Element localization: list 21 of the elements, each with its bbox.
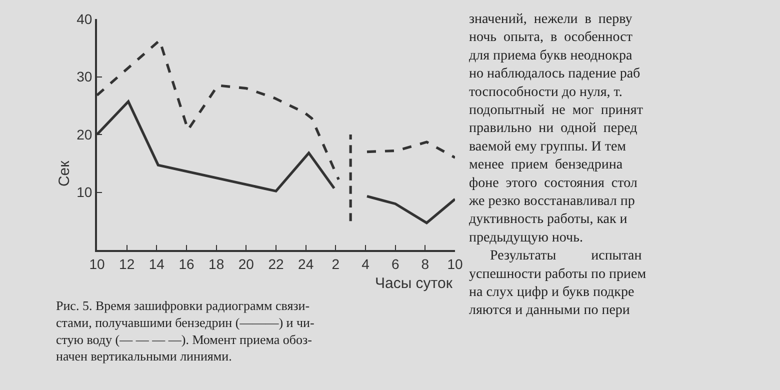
text: значений, нежели в перву ночь опыта, в особенност для приема букв неоднокра но наблюдалось падение раб тоспособности до нуля, т. подопытный не мог принят правильно ни одной перед ваемой ему группы. И тем менее прием бензедрина фоне этого состояния стол же резко восстанавливал пр дуктивность работы, как и предыдущую ночь. Результаты испытан успешности работы по прием на слух цифр и букв подкре ляются и данными по пери xyxy=(469,12,646,318)
x-tick-label: 8 xyxy=(421,256,430,272)
x-tick-label: 12 xyxy=(119,256,135,272)
x-tick-label: 10 xyxy=(89,256,105,272)
x-tick-label: 6 xyxy=(391,256,400,272)
y-tick-label: 30 xyxy=(76,68,92,85)
x-tick-label: 4 xyxy=(362,256,370,272)
x-tick-label: 24 xyxy=(298,256,314,272)
y-tick-label: 10 xyxy=(76,184,92,200)
x-tick-label: 16 xyxy=(178,256,194,272)
x-tick-label: 14 xyxy=(148,256,165,272)
x-tick-label: 2 xyxy=(332,256,340,272)
y-axis-title: Сек xyxy=(56,160,74,187)
x-tick-label: 20 xyxy=(238,256,254,272)
y-tick-label: 40 xyxy=(76,10,92,27)
y-tick-label: 20 xyxy=(76,126,92,142)
x-axis-title: Часы суток xyxy=(375,275,453,292)
text: Рис. 5. Время зашифровки радиограмм связи- стами, получавшими бензедрин (———) и чи- стую воду (— — — —). Момент приема обоз- начен вертикальными линиями. xyxy=(56,298,314,364)
x-tick-label: 22 xyxy=(268,256,284,272)
x-tick-label: 10 xyxy=(447,256,463,272)
x-tick-label: 18 xyxy=(208,256,224,272)
